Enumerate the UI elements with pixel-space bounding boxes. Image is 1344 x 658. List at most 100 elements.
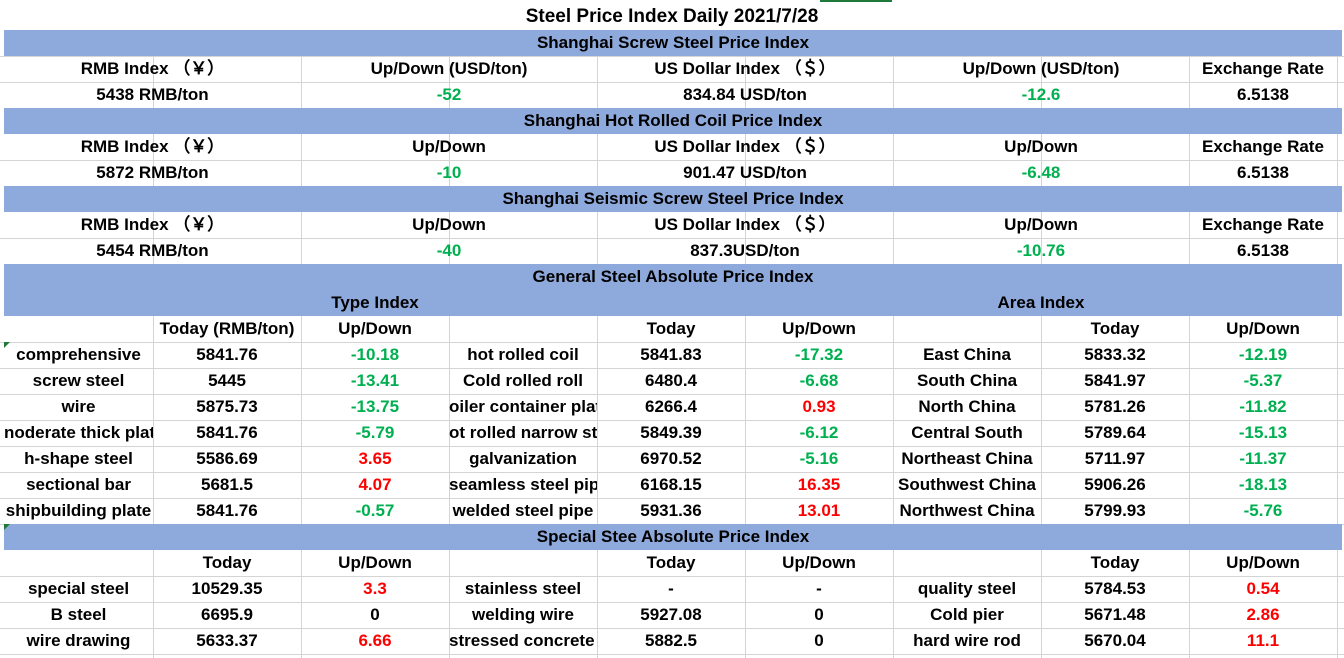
cell-note-marker [4, 342, 10, 348]
table-cell: h-shape steel [24, 449, 133, 468]
header-cell: Up/Down (USD/ton) [370, 59, 528, 78]
table-cell: 5799.93 [1084, 501, 1146, 520]
table-cell: 5781.26 [1084, 397, 1146, 416]
table-cell: welding wire [471, 605, 575, 624]
change-cell: -0.57 [355, 501, 395, 520]
col-header: Today (RMB/ton) [159, 319, 295, 338]
change-cell: -12.19 [1238, 345, 1288, 364]
change-cell: - [816, 579, 822, 598]
col-header: Today [646, 553, 696, 572]
table-cell: 5849.39 [640, 423, 702, 442]
change-cell: -40 [436, 241, 462, 260]
header-cell: Up/Down [1004, 215, 1078, 234]
table-cell: Northeast China [901, 449, 1033, 468]
header-cell: RMB Index （￥） [80, 137, 225, 156]
grid-line [0, 420, 1344, 421]
section-band: General Steel Absolute Price Index Type … [4, 264, 1342, 316]
col-header: Today [1090, 553, 1140, 572]
header-cell: US Dollar Index （＄） [654, 137, 836, 156]
change-cell: -6.48 [1021, 163, 1061, 182]
value-cell: 5872 RMB/ton [96, 163, 209, 182]
table-cell: 6168.15 [640, 475, 702, 494]
change-cell: 2.86 [1246, 605, 1280, 624]
header-cell: Up/Down [412, 137, 486, 156]
table-cell: 5670.04 [1084, 631, 1146, 650]
col-header: Today [1090, 319, 1140, 338]
section-title: Shanghai Screw Steel Price Index [536, 33, 810, 52]
section-band: Shanghai Screw Steel Price Index [4, 30, 1342, 56]
table-cell: 5841.83 [640, 345, 702, 364]
value-cell: 837.3USD/ton [690, 241, 800, 260]
table-cell: Southwest China [898, 475, 1036, 494]
change-cell: -6.12 [799, 423, 839, 442]
grid-line [0, 498, 1344, 499]
table-cell: 5931.36 [640, 501, 702, 520]
table-cell: 6480.4 [645, 371, 697, 390]
title-row: Steel Price Index Daily 2021/7/28 [0, 0, 1344, 30]
grid-line [893, 0, 894, 658]
change-cell: -5.37 [1243, 371, 1283, 390]
col-header: Today [202, 553, 252, 572]
grid-line [449, 0, 450, 658]
grid-line [0, 602, 1344, 603]
table-cell: wire drawing [26, 631, 131, 650]
change-cell: 0.54 [1246, 579, 1280, 598]
table-cell: 5789.64 [1084, 423, 1146, 442]
change-cell: -10 [436, 163, 462, 182]
section-band: Shanghai Hot Rolled Coil Price Index [4, 108, 1342, 134]
change-cell: -52 [436, 85, 462, 104]
area-index-label: Area Index [997, 293, 1085, 312]
table-cell: 6266.4 [645, 397, 697, 416]
change-cell: 16.35 [797, 475, 841, 494]
grid-line [0, 654, 1344, 655]
header-cell: Up/Down [412, 215, 486, 234]
grid-line [745, 0, 746, 658]
change-cell: -13.75 [350, 397, 400, 416]
value-cell: 6.5138 [1237, 85, 1289, 104]
table-cell: stainless steel [464, 579, 582, 598]
table-cell: 6970.52 [640, 449, 702, 468]
change-cell: -15.13 [1238, 423, 1288, 442]
table-cell: wire [61, 397, 96, 416]
col-header: Up/Down [1226, 319, 1300, 338]
grid-line [597, 0, 598, 658]
grid-line [0, 368, 1344, 369]
table-cell: 5681.5 [201, 475, 253, 494]
section-band: Shanghai Seismic Screw Steel Price Index [4, 186, 1342, 212]
section-title: Shanghai Seismic Screw Steel Price Index [502, 189, 844, 208]
col-header: Up/Down [782, 553, 856, 572]
table-cell: - [668, 579, 674, 598]
value-cell: 6.5138 [1237, 163, 1289, 182]
col-header: Up/Down [338, 553, 412, 572]
change-cell: 4.07 [358, 475, 392, 494]
table-cell: 5633.37 [196, 631, 258, 650]
table-cell: oiler container plat [449, 397, 597, 416]
header-cell: Exchange Rate [1202, 59, 1324, 78]
change-cell: 11.1 [1246, 631, 1280, 650]
header-cell: US Dollar Index （＄） [654, 215, 836, 234]
change-cell: -13.41 [350, 371, 400, 390]
table-cell: Cold rolled roll [463, 371, 583, 390]
col-header: Up/Down [338, 319, 412, 338]
table-cell: 5841.76 [196, 345, 258, 364]
value-cell: 5454 RMB/ton [96, 241, 209, 260]
grid-line [0, 628, 1344, 629]
change-cell: -10.76 [1016, 241, 1066, 260]
table-cell: North China [918, 397, 1016, 416]
value-cell: 901.47 USD/ton [683, 163, 807, 182]
table-cell: 5671.48 [1084, 605, 1146, 624]
table-cell: stressed concrete s [449, 631, 597, 650]
grid-line [1189, 0, 1190, 658]
table-cell: 5927.08 [640, 605, 702, 624]
change-cell: 13.01 [797, 501, 841, 520]
table-cell: special steel [27, 579, 130, 598]
header-cell: US Dollar Index （＄） [654, 59, 836, 78]
change-cell: -11.82 [1239, 397, 1287, 416]
sheet-title: Steel Price Index Daily 2021/7/28 [525, 6, 819, 27]
table-cell: Northwest China [899, 501, 1035, 520]
table-cell: shipbuilding plate [5, 501, 152, 520]
change-cell: -18.13 [1238, 475, 1288, 494]
cell-note-marker [4, 524, 10, 530]
table-cell: 5841.76 [196, 423, 258, 442]
table-cell: South China [916, 371, 1018, 390]
